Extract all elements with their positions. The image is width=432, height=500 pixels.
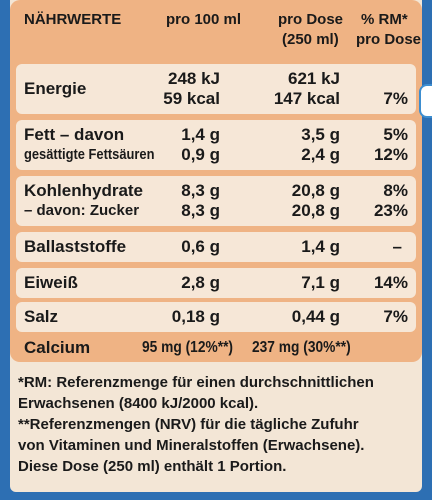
value-rm: 14% (373, 273, 408, 292)
value-rm: 7% (383, 89, 408, 108)
nutrition-table: NÄHRWERTE pro 100 ml pro Dose (250 ml) %… (10, 0, 422, 362)
value-dose: 7,1 g (301, 273, 340, 292)
row-ballaststoffe: Ballaststoffe 0,6 g 1,4 g – (16, 232, 416, 262)
nutrient-name: Salz (24, 307, 59, 326)
footnote-line: Erwachsenen (8400 kJ/2000 kcal). (18, 395, 259, 412)
header-per-100ml: pro 100 ml (166, 11, 242, 28)
header-nutrients: NÄHRWERTE (24, 11, 122, 28)
value-100ml: 0,18 g (171, 307, 220, 326)
value-dose: 20,8 g (291, 201, 340, 220)
footnote-line: von Vitaminen und Mineralstoffen (Erwach… (18, 437, 365, 454)
value-dose: 20,8 g (291, 181, 340, 200)
footnote-line: *RM: Referenzmenge für einen durchschnit… (18, 374, 374, 391)
value-rm: 8% (383, 181, 408, 200)
row-eiweiss: Eiweiß 2,8 g 7,1 g 14% (16, 268, 416, 298)
value-100ml: 0,6 g (181, 237, 220, 256)
value-100ml: 0,9 g (181, 145, 220, 164)
value-rm: – (392, 237, 402, 256)
nutrient-name: Energie (24, 79, 87, 98)
value-dose: 237 mg (30%**) (252, 339, 351, 356)
value-rm: 12% (373, 145, 408, 164)
nutrient-name: Ballaststoffe (24, 237, 127, 256)
edge-marker (419, 84, 432, 118)
nutrient-subname: gesättigte Fettsäuren (24, 146, 155, 163)
nutrient-name: Kohlenhydrate (24, 181, 144, 200)
value-rm: 23% (373, 201, 408, 220)
nutrition-label: NÄHRWERTE pro 100 ml pro Dose (250 ml) %… (10, 0, 422, 492)
value-100ml: 8,3 g (181, 181, 220, 200)
value-100ml: 59 kcal (163, 89, 220, 108)
header-per-dose-2: (250 ml) (282, 31, 339, 48)
row-fett: Fett – davon gesättigte Fettsäuren 1,4 g… (16, 120, 416, 170)
row-kohlenhydrate: Kohlenhydrate – davon: Zucker 8,3 g 8,3 … (16, 176, 416, 226)
row-calcium: Calcium 95 mg (12%**) 237 mg (30%**) (16, 335, 416, 361)
row-energie: Energie 248 kJ 59 kcal 621 kJ 147 kcal 7… (16, 64, 416, 114)
value-100ml: 248 kJ (168, 69, 220, 88)
nutrient-subname: – davon: Zucker (24, 202, 140, 219)
table-header: NÄHRWERTE pro 100 ml pro Dose (250 ml) %… (16, 5, 421, 57)
nutrient-name: Fett – davon (24, 125, 125, 144)
nutrient-name: Calcium (24, 338, 91, 357)
value-dose: 621 kJ (288, 69, 340, 88)
row-salz: Salz 0,18 g 0,44 g 7% (16, 302, 416, 332)
value-dose: 3,5 g (301, 125, 340, 144)
value-dose: 2,4 g (301, 145, 340, 164)
value-rm: 7% (383, 307, 408, 326)
footnotes: *RM: Referenzmenge für einen durchschnit… (18, 372, 418, 477)
value-dose: 0,44 g (291, 307, 340, 326)
value-100ml: 2,8 g (181, 273, 220, 292)
header-rm-2: pro Dose (356, 31, 422, 48)
value-rm: 5% (383, 125, 408, 144)
value-100ml: 1,4 g (181, 125, 220, 144)
value-100ml: 95 mg (12%**) (142, 339, 234, 356)
value-100ml: 8,3 g (181, 201, 220, 220)
header-rm-1: % RM* (361, 11, 408, 28)
value-dose: 147 kcal (273, 89, 340, 108)
nutrient-name: Eiweiß (24, 273, 78, 292)
footnote-line: Diese Dose (250 ml) enthält 1 Portion. (18, 458, 287, 475)
value-dose: 1,4 g (301, 237, 340, 256)
footnote-line: **Referenzmengen (NRV) für die tägliche … (18, 416, 359, 433)
header-per-dose-1: pro Dose (278, 11, 344, 28)
